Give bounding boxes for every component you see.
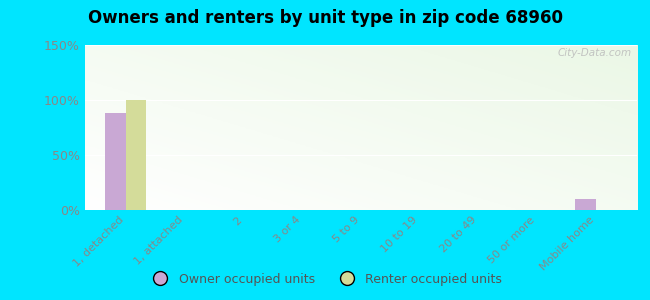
Bar bbox=[125, 100, 146, 210]
Bar bbox=[575, 199, 596, 210]
Legend: Owner occupied units, Renter occupied units: Owner occupied units, Renter occupied un… bbox=[143, 268, 507, 291]
Bar bbox=[105, 113, 125, 210]
Text: City-Data.com: City-Data.com bbox=[557, 48, 632, 58]
Text: Owners and renters by unit type in zip code 68960: Owners and renters by unit type in zip c… bbox=[88, 9, 562, 27]
